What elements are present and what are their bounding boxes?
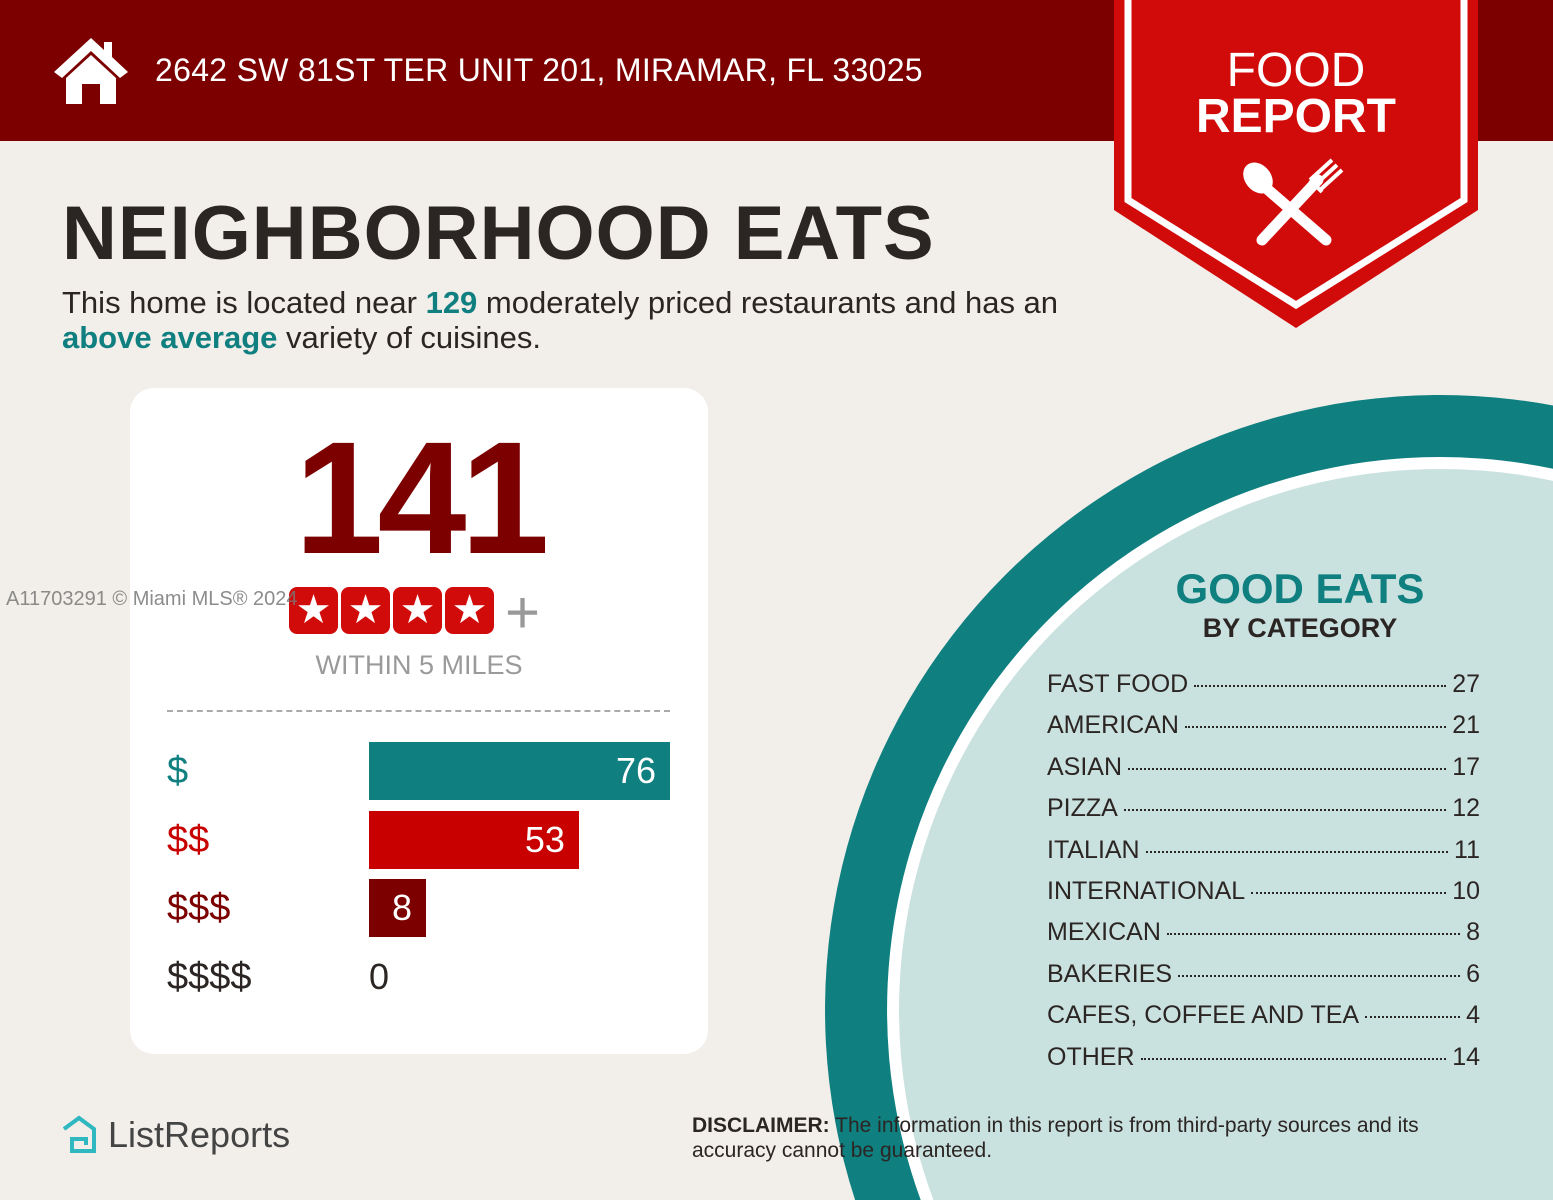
category-name: OTHER [1047, 1042, 1135, 1071]
star-icon: ★ [341, 587, 390, 634]
category-count: 12 [1452, 794, 1480, 823]
category-count: 10 [1452, 876, 1480, 905]
category-count: 8 [1466, 918, 1480, 947]
badge-line-report: REPORT [1195, 90, 1396, 143]
good-eats-title: GOOD EATS [1175, 565, 1425, 612]
star-icon: ★ [393, 587, 442, 634]
category-row: CAFES, COFFEE AND TEA 4 [1047, 1001, 1480, 1042]
category-name: AMERICAN [1047, 711, 1179, 740]
intro-text: This home is located near 129 moderately… [62, 285, 1059, 355]
category-name: FAST FOOD [1047, 670, 1189, 698]
disclaimer: DISCLAIMER: The information in this repo… [692, 1114, 1419, 1162]
leader-dots [1166, 933, 1461, 936]
badge-title: FOOD REPORT [1112, 44, 1480, 143]
variety-rating: above average [62, 320, 278, 355]
price-tier-label: $$$ [167, 887, 231, 929]
category-row: PIZZA 12 [1047, 794, 1480, 835]
category-count: 4 [1466, 1001, 1480, 1030]
category-name: ITALIAN [1047, 835, 1140, 864]
category-row: ITALIAN 11 [1047, 836, 1480, 877]
leader-dots [1251, 891, 1447, 894]
category-count: 11 [1454, 835, 1480, 864]
price-tier-bar: 8 [369, 879, 426, 937]
price-tier-bar: 76 [369, 742, 670, 800]
leader-dots [1184, 726, 1447, 729]
leader-dots [1145, 850, 1449, 853]
food-report-badge [1114, 0, 1478, 328]
category-row: MEXICAN 8 [1047, 918, 1480, 959]
category-list: FAST FOOD 27 AMERICAN 21 ASIAN 17 PIZZA 12 ITALI… [1047, 670, 1480, 1084]
home-icon [54, 38, 128, 104]
category-count: 6 [1466, 959, 1480, 988]
category-name: INTERNATIONAL [1047, 876, 1246, 905]
leader-dots [1140, 1057, 1447, 1060]
category-row: OTHER 14 [1047, 1043, 1480, 1084]
star-icon: ★ [445, 587, 494, 634]
category-count: 14 [1452, 1042, 1480, 1071]
badge-line-food: FOOD [1226, 44, 1366, 97]
summary-card [130, 388, 708, 1054]
logo-icon [62, 1115, 96, 1153]
price-tier-label: $$$$ [167, 955, 252, 998]
category-row: INTERNATIONAL 10 [1047, 877, 1480, 918]
page-title: NEIGHBORHOOD EATS [62, 191, 935, 276]
star-rating: ★ ★ ★ ★ [289, 587, 494, 634]
price-tier-label: $ [167, 750, 189, 792]
price-tier-label: $$ [167, 818, 210, 861]
watermark: A11703291 © Miami MLS® 2024 [6, 588, 298, 610]
good-eats-subtitle: BY CATEGORY [1202, 613, 1398, 643]
category-name: ASIAN [1047, 752, 1123, 781]
leader-dots [1365, 1016, 1461, 1019]
category-row: ASIAN 17 [1047, 753, 1480, 794]
category-count: 27 [1452, 670, 1480, 698]
category-name: BAKERIES [1047, 959, 1173, 988]
leader-dots [1194, 685, 1447, 687]
category-count: 21 [1452, 711, 1480, 740]
category-row: AMERICAN 21 [1047, 711, 1480, 752]
plus-sign: + [505, 579, 541, 646]
category-row: BAKERIES 6 [1047, 960, 1480, 1001]
listreports-logo: ListReports [60, 1114, 290, 1156]
leader-dots [1128, 767, 1447, 770]
price-tier-value: 0 [369, 955, 390, 997]
total-restaurants: 141 [294, 408, 550, 587]
leader-dots [1178, 974, 1461, 977]
cutlery-icon [1243, 158, 1344, 246]
category-name: PIZZA [1047, 794, 1118, 823]
category-row: FAST FOOD 27 [1047, 670, 1480, 711]
logo-text: ListReports [108, 1114, 291, 1155]
leader-dots [1123, 809, 1447, 812]
category-name: CAFES, COFFEE AND TEA [1047, 1001, 1360, 1030]
restaurant-count: 129 [425, 285, 478, 320]
divider [167, 710, 670, 712]
category-name: MEXICAN [1047, 918, 1161, 947]
radius-label: WITHIN 5 MILES [315, 650, 523, 680]
price-tier-bar: 53 [369, 810, 579, 869]
property-address: 2642 SW 81ST TER UNIT 201, MIRAMAR, FL 3… [155, 52, 923, 88]
star-icon: ★ [289, 587, 338, 634]
category-count: 17 [1452, 752, 1480, 781]
